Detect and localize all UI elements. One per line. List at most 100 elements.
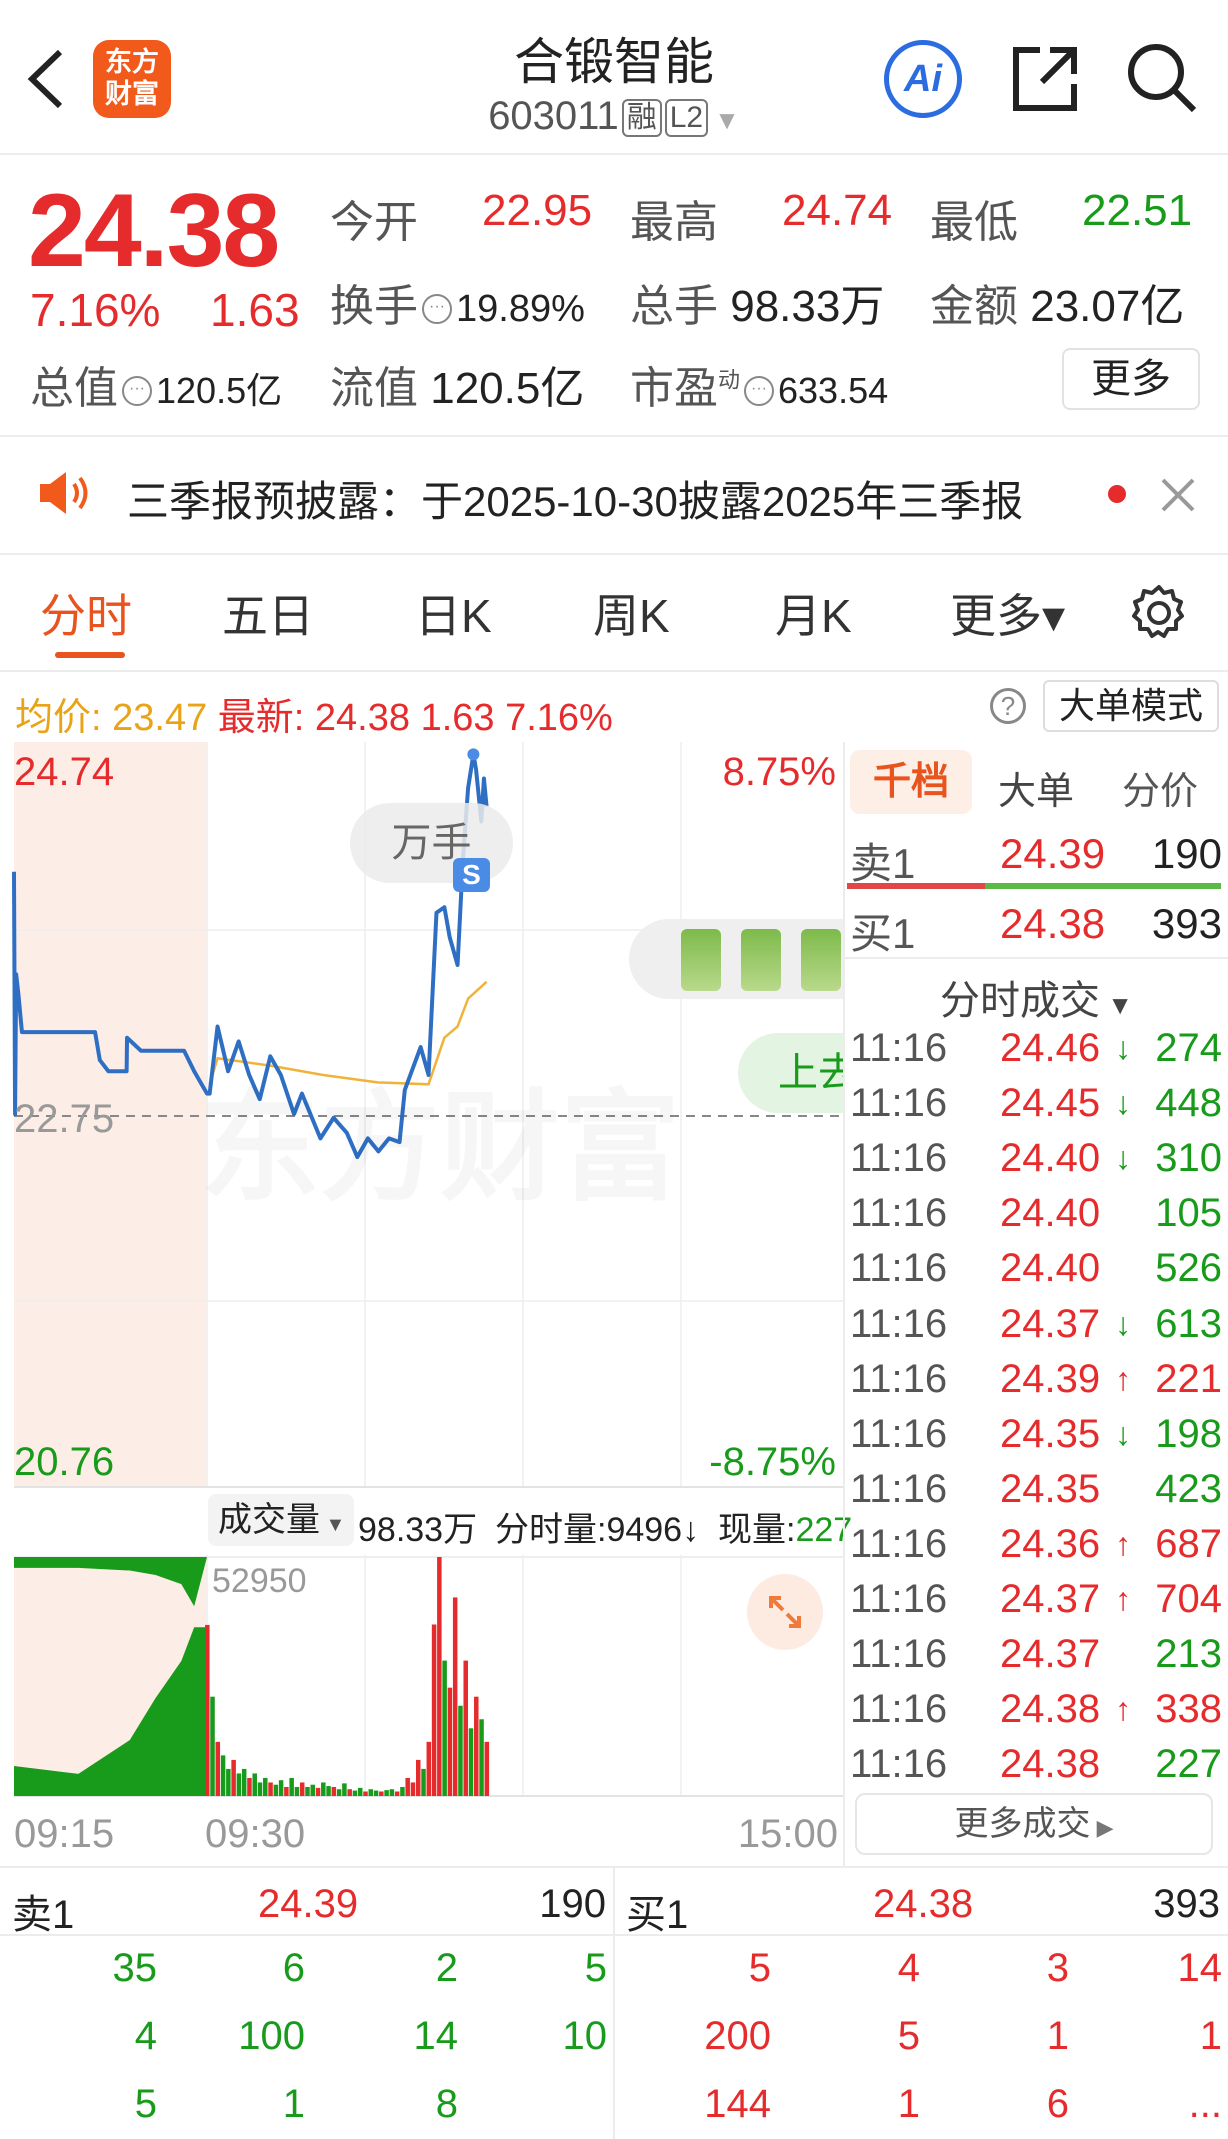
volume-bar — [368, 1789, 374, 1796]
volume-bar — [205, 1624, 210, 1796]
mktcap-item[interactable]: 总值 ··· 120.5亿 — [30, 364, 283, 413]
trade-price: 24.37 — [1000, 1632, 1101, 1677]
tab-intraday[interactable]: 分时 — [40, 590, 132, 642]
volume-bar — [452, 1597, 458, 1796]
ask-queue-order: 2 — [435, 1946, 458, 1990]
trade-price: 24.35 — [1000, 1466, 1101, 1511]
volume-bar — [442, 1660, 447, 1796]
bid1-row: 买1 24.38 393 — [850, 900, 1222, 957]
bid-queue-order: 144 — [704, 2082, 771, 2126]
volume-bar — [231, 1759, 236, 1796]
s-marker-badge[interactable]: S — [453, 858, 490, 892]
trade-volume: 227 — [1155, 1742, 1222, 1787]
volume-bar — [215, 1741, 221, 1796]
tab-weekly-k[interactable]: 周K — [593, 590, 670, 642]
tab-five-day[interactable]: 五日 — [222, 590, 314, 642]
current-volume: 现量:227 — [718, 1511, 853, 1549]
up-reaction-pill[interactable]: 上去 — [738, 1033, 843, 1113]
volume-bar — [426, 1741, 432, 1796]
stock-code-row[interactable]: 603011 融 L2 ▼ — [0, 94, 1228, 139]
speaker-icon — [40, 472, 88, 514]
pe-item[interactable]: 市盈动 ··· 633.54 — [630, 364, 889, 413]
more-trades-button[interactable]: 更多成交 ▶ — [855, 1793, 1213, 1855]
emoji-reaction-pill[interactable] — [629, 919, 843, 999]
volume-bar — [284, 1786, 289, 1796]
share-icon[interactable] — [1010, 44, 1080, 114]
volume-bar — [294, 1786, 300, 1796]
help-icon[interactable]: ? — [990, 688, 1026, 724]
intraday-price-chart[interactable] — [0, 742, 843, 1555]
ask-queue-order: 14 — [413, 2014, 459, 2058]
volume-bar — [484, 1741, 490, 1796]
trades-title-dropdown[interactable]: 分时成交 ▼ — [940, 979, 1133, 1023]
search-icon[interactable] — [1126, 42, 1198, 114]
expand-chart-button[interactable] — [747, 1574, 823, 1650]
trade-volume: 526 — [1155, 1246, 1222, 1291]
volume-bar — [299, 1782, 305, 1796]
ask-queue-order: 5 — [134, 2082, 157, 2126]
tab-big-orders[interactable]: 大单 — [998, 771, 1075, 813]
volume-bar — [220, 1755, 226, 1796]
back-icon[interactable] — [24, 48, 68, 110]
ask-queue-order: 8 — [435, 2082, 458, 2126]
volume-bar — [331, 1786, 337, 1796]
trade-price: 24.40 — [1000, 1191, 1101, 1236]
volume-bar — [468, 1728, 474, 1796]
volume-bar — [273, 1784, 279, 1796]
ai-button[interactable]: Ai — [884, 40, 962, 118]
bid-queue-order: 5 — [897, 2014, 920, 2058]
tab-price-distribution[interactable]: 分价 — [1122, 771, 1199, 813]
bid-queue-order: 1 — [1046, 2014, 1069, 2058]
trade-time: 11:16 — [850, 1632, 948, 1677]
ask-queue-order: 10 — [562, 2014, 608, 2058]
trade-volume: 221 — [1155, 1356, 1222, 1401]
change-amount: 1.63 — [210, 284, 300, 336]
open-label: 今开 — [330, 198, 418, 247]
trade-price: 24.40 — [1000, 1136, 1101, 1181]
trade-time: 11:16 — [850, 1521, 948, 1566]
y-label-prev-close: 22.75 — [14, 1097, 115, 1141]
tab-monthly-k[interactable]: 月K — [775, 590, 852, 642]
stock-name: 合锻智能 — [514, 34, 714, 90]
bid-queue-order: 1 — [897, 2082, 920, 2126]
bid-queue-order: 14 — [1177, 1946, 1223, 1990]
volume-bar — [247, 1777, 252, 1796]
big-order-mode-button[interactable]: 大单模式 — [1043, 680, 1219, 732]
tab-daily-k[interactable]: 日K — [415, 590, 492, 642]
tab-more[interactable]: 更多▾ — [950, 590, 1066, 642]
gear-icon[interactable] — [1130, 584, 1188, 642]
volume-bar — [326, 1786, 331, 1796]
trade-volume: 687 — [1155, 1521, 1222, 1566]
trade-row: 11:16 24.37 ↓ 613 — [850, 1302, 1222, 1357]
tab-order-depth[interactable]: 千档 — [850, 750, 972, 814]
unread-dot — [1108, 485, 1126, 503]
intraday-info: 均价: 23.47 最新: 24.38 1.63 7.16% — [15, 697, 613, 739]
volume-selector[interactable]: 成交量 ▼ — [208, 1494, 354, 1546]
trade-price: 24.45 — [1000, 1081, 1101, 1126]
volume-bar — [463, 1660, 468, 1796]
volume-max-label: 52950 — [212, 1562, 307, 1600]
last-price: 24.38 — [28, 173, 280, 289]
high-point-marker — [467, 748, 480, 761]
info-icon: ··· — [122, 376, 152, 407]
auction-unmatched-area — [14, 1557, 207, 1607]
ask1-volume: 190 — [539, 1882, 606, 1926]
more-button[interactable]: 更多 — [1062, 348, 1200, 410]
volume-bar — [458, 1705, 463, 1796]
bid-queue-order: 6 — [1046, 2082, 1069, 2126]
turnover-item[interactable]: 换手 ··· 19.89% — [330, 282, 585, 331]
close-icon[interactable] — [1160, 477, 1196, 513]
volume-bar — [210, 1696, 215, 1796]
volume-bar — [363, 1791, 368, 1796]
amount-item: 金额 23.07亿 — [930, 282, 1185, 331]
x-label-open: 09:15 — [14, 1812, 115, 1856]
ask-queue-order: 35 — [112, 1946, 158, 1990]
volume-chart[interactable] — [0, 1555, 843, 1800]
leek-emoji-icon — [681, 929, 721, 991]
trade-row: 11:16 24.37 213 — [850, 1632, 1222, 1687]
trade-price: 24.37 — [1000, 1577, 1101, 1621]
bid1-label: 买1 — [626, 1893, 689, 1937]
bid-queue-order: 5 — [748, 1946, 771, 1990]
volume-bar — [437, 1557, 442, 1796]
bid-ask-ratio-bar — [847, 883, 1221, 889]
